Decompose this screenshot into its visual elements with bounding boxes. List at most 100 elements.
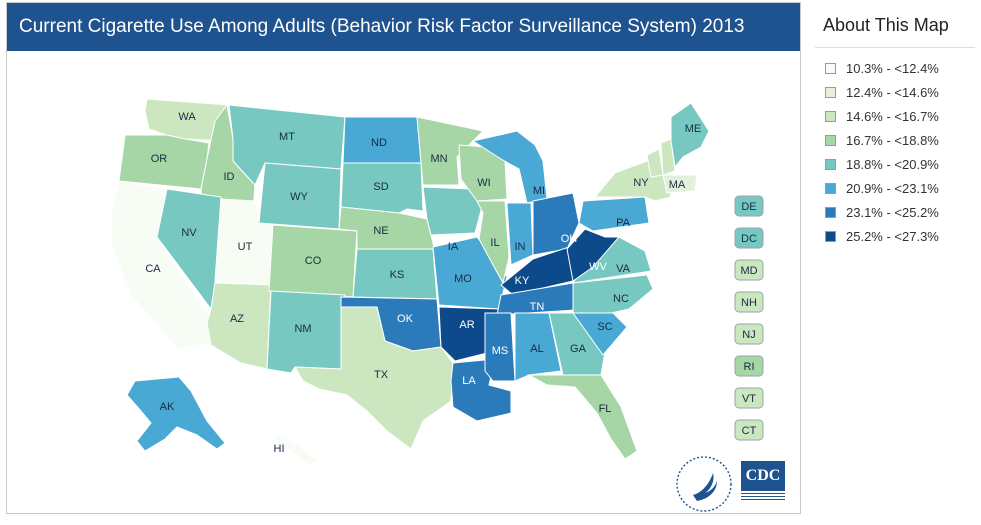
- legend-item: 16.7% - <18.8%: [825, 130, 975, 150]
- about-map-heading[interactable]: About This Map: [815, 2, 975, 48]
- state-label-me: ME: [685, 123, 702, 135]
- small-state-nh[interactable]: NH: [734, 291, 764, 313]
- state-label-tn: TN: [530, 301, 545, 313]
- state-label-ms: MS: [492, 345, 509, 357]
- state-label-tx: TX: [374, 369, 389, 381]
- small-state-nj[interactable]: NJ: [734, 323, 764, 345]
- state-label-mt: MT: [279, 131, 295, 143]
- state-label-ar: AR: [459, 319, 474, 331]
- state-label-la: LA: [462, 375, 476, 387]
- state-label-sd: SD: [373, 181, 388, 193]
- state-label-in: IN: [515, 241, 526, 253]
- legend-swatch: [825, 62, 836, 74]
- legend-swatch: [825, 230, 836, 242]
- legend-label: 14.6% - <16.7%: [846, 108, 939, 124]
- state-label-ia: IA: [448, 241, 459, 253]
- state-label-nm: NM: [294, 323, 311, 335]
- state-ar[interactable]: [438, 306, 500, 362]
- sidebar: About This Map 10.3% - <12.4% 12.4% - <14…: [815, 2, 975, 250]
- state-label-oh: OH: [561, 233, 578, 245]
- map-panel: Current Cigarette Use Among Adults (Beha…: [6, 2, 801, 514]
- state-hi[interactable]: [269, 434, 321, 466]
- legend-label: 12.4% - <14.6%: [846, 84, 939, 100]
- state-label-hi: HI: [274, 443, 285, 455]
- state-me[interactable]: [670, 102, 710, 169]
- state-nh[interactable]: [660, 138, 676, 176]
- hhs-logo: [676, 456, 732, 512]
- cdc-logo-text: CDC: [741, 461, 785, 491]
- state-ma[interactable]: [662, 174, 698, 194]
- state-wv[interactable]: [566, 228, 621, 282]
- state-label-mi: MI: [533, 185, 545, 197]
- small-state-de[interactable]: DE: [734, 195, 764, 217]
- small-state-label: DC: [741, 233, 757, 245]
- small-state-label: RI: [744, 361, 755, 373]
- state-label-fl: FL: [599, 403, 612, 415]
- state-label-ca: CA: [145, 263, 161, 275]
- small-state-label: MD: [740, 265, 757, 277]
- legend-swatch: [825, 86, 836, 98]
- state-az[interactable]: [206, 282, 272, 370]
- state-ak[interactable]: [126, 376, 226, 452]
- small-state-ri[interactable]: RI: [734, 355, 764, 377]
- state-al[interactable]: [514, 312, 562, 382]
- state-tx[interactable]: [294, 306, 454, 450]
- small-state-label: NJ: [742, 329, 755, 341]
- map-title: Current Cigarette Use Among Adults (Beha…: [19, 16, 745, 37]
- state-label-nc: NC: [613, 293, 629, 305]
- state-fl[interactable]: [527, 374, 638, 460]
- legend-swatch: [825, 182, 836, 194]
- state-nc[interactable]: [572, 274, 654, 314]
- state-label-sc: SC: [597, 321, 612, 333]
- us-map: WA OR CA ID NV UT AZ MT WY CO NM ND SD NE KS OK TX MN IA MO…: [110, 98, 764, 466]
- title-bar: Current Cigarette Use Among Adults (Beha…: [7, 3, 800, 51]
- state-label-or: OR: [151, 153, 168, 165]
- state-label-id: ID: [224, 171, 235, 183]
- state-label-ny: NY: [633, 177, 649, 189]
- cdc-logo: CDC: [741, 461, 785, 503]
- small-state-label: VT: [742, 393, 756, 405]
- legend-label: 25.2% - <27.3%: [846, 228, 939, 244]
- legend-item: 10.3% - <12.4%: [825, 58, 975, 78]
- small-state-ct[interactable]: CT: [734, 419, 764, 441]
- state-label-il: IL: [490, 237, 499, 249]
- state-label-wy: WY: [290, 191, 308, 203]
- state-label-al: AL: [530, 343, 543, 355]
- state-label-va: VA: [616, 263, 631, 275]
- legend: 10.3% - <12.4% 12.4% - <14.6% 14.6% - <16.…: [815, 58, 975, 246]
- state-pa[interactable]: [578, 196, 650, 232]
- legend-item: 18.8% - <20.9%: [825, 154, 975, 174]
- legend-swatch: [825, 158, 836, 170]
- state-label-ky: KY: [515, 275, 530, 287]
- legend-label: 23.1% - <25.2%: [846, 204, 939, 220]
- legend-label: 18.8% - <20.9%: [846, 156, 939, 172]
- state-oh[interactable]: [532, 192, 580, 256]
- state-label-ks: KS: [390, 269, 405, 281]
- state-label-wi: WI: [477, 177, 490, 189]
- state-label-ok: OK: [397, 313, 414, 325]
- state-label-wv: WV: [589, 261, 607, 273]
- legend-swatch: [825, 134, 836, 146]
- state-ms[interactable]: [484, 312, 516, 382]
- state-in[interactable]: [506, 202, 534, 266]
- legend-swatch: [825, 206, 836, 218]
- state-label-mo: MO: [454, 273, 472, 285]
- state-label-mn: MN: [430, 153, 447, 165]
- small-state-label: CT: [742, 425, 757, 437]
- small-state-label: NH: [741, 297, 757, 309]
- small-state-dc[interactable]: DC: [734, 227, 764, 249]
- legend-item: 20.9% - <23.1%: [825, 178, 975, 198]
- small-state-vt[interactable]: VT: [734, 387, 764, 409]
- state-il[interactable]: [476, 200, 510, 285]
- state-label-nd: ND: [371, 137, 387, 149]
- state-label-ne: NE: [373, 225, 388, 237]
- state-label-co: CO: [305, 255, 322, 267]
- state-label-az: AZ: [230, 313, 244, 325]
- state-label-ma: MA: [669, 179, 686, 191]
- legend-item: 23.1% - <25.2%: [825, 202, 975, 222]
- small-state-label: DE: [741, 201, 756, 213]
- legend-item: 25.2% - <27.3%: [825, 226, 975, 246]
- legend-item: 12.4% - <14.6%: [825, 82, 975, 102]
- small-state-md[interactable]: MD: [734, 259, 764, 281]
- legend-item: 14.6% - <16.7%: [825, 106, 975, 126]
